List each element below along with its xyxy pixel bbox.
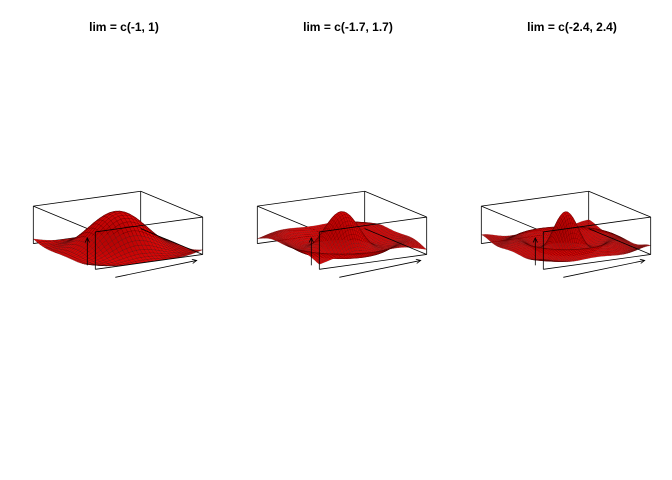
box-edge [319, 216, 427, 233]
x-axis-arrow [115, 260, 197, 278]
panel-2-surface [256, 190, 428, 278]
z-axis-arrow-head [84, 237, 90, 243]
surface-mesh [32, 210, 203, 267]
box-edge [364, 228, 427, 255]
box-edge [257, 190, 365, 207]
panel-2-title: lim = c(-1.7, 1.7) [303, 20, 393, 34]
surface-mesh [480, 211, 652, 262]
panel-1-surface [32, 190, 204, 278]
box-edge [140, 190, 203, 218]
surface-facet [93, 264, 100, 266]
box-edge [95, 254, 203, 270]
z-axis-arrow-head [308, 237, 314, 243]
box-edge [33, 190, 141, 207]
box-edge [140, 228, 203, 255]
panel-1-title: lim = c(-1, 1) [89, 20, 159, 34]
panel-3-surface [480, 190, 652, 278]
x-axis-arrow-head [191, 258, 198, 264]
box-edge [364, 190, 427, 218]
box-edge [319, 254, 427, 270]
box-edge [481, 205, 544, 233]
x-axis-arrow [339, 260, 421, 278]
box-edge [481, 190, 589, 207]
box-edge [95, 216, 203, 233]
x-axis-arrow-head [415, 258, 422, 264]
panel-3-title: lim = c(-2.4, 2.4) [527, 20, 617, 34]
surface-facet [317, 262, 322, 265]
surface-mesh [257, 211, 428, 265]
box-edge [33, 205, 96, 233]
